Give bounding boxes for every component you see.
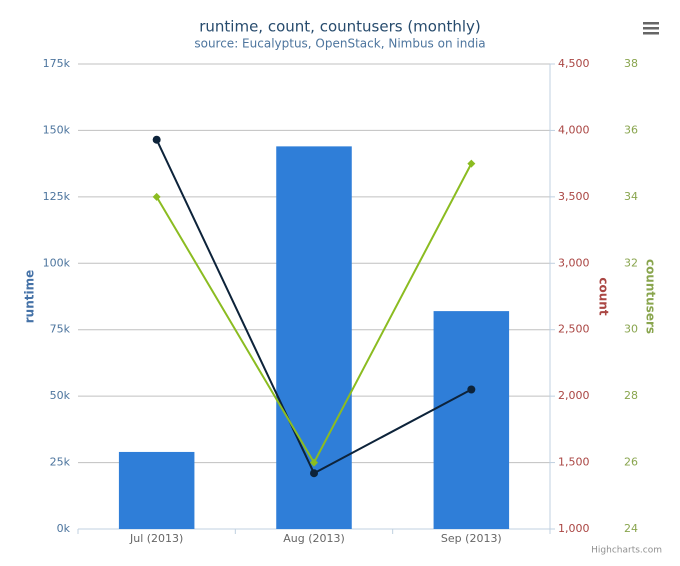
marker	[467, 385, 476, 394]
bar	[433, 311, 510, 529]
marker	[467, 159, 476, 168]
y3-tick-label: 24	[624, 522, 638, 535]
y3-tick-label: 32	[624, 256, 638, 269]
marker	[152, 135, 161, 144]
y2-tick-label: 2,000	[558, 389, 590, 402]
y3-axis-title: countusers	[644, 259, 658, 334]
marker	[310, 469, 318, 478]
y-tick-label: 75k	[50, 323, 71, 336]
y2-axis-title: count	[597, 277, 611, 315]
y2-tick-label: 1,500	[558, 456, 590, 469]
y-tick-label: 50k	[50, 389, 71, 402]
y-tick-label: 0k	[57, 522, 71, 535]
menu-bar[interactable]	[643, 32, 659, 35]
y-tick-label: 100k	[43, 256, 71, 269]
bar	[118, 451, 195, 529]
y2-tick-label: 2,500	[558, 323, 590, 336]
y3-tick-label: 28	[624, 389, 638, 402]
y3-tick-label: 38	[624, 57, 638, 70]
y-axis-title: runtime	[23, 270, 37, 324]
y2-tick-label: 3,500	[558, 190, 590, 203]
y3-tick-label: 34	[624, 190, 638, 203]
y-tick-label: 125k	[43, 190, 71, 203]
x-tick-label: Sep (2013)	[441, 532, 502, 545]
chart-title: runtime, count, countusers (monthly)	[199, 18, 481, 36]
menu-bar[interactable]	[643, 22, 659, 25]
y-tick-label: 25k	[50, 456, 71, 469]
y2-tick-label: 4,000	[558, 123, 590, 136]
y2-tick-label: 4,500	[558, 57, 590, 70]
marker	[310, 458, 318, 467]
chart-subtitle: source: Eucalyptus, OpenStack, Nimbus on…	[194, 37, 485, 51]
y-tick-label: 150k	[43, 123, 71, 136]
credits: Highcharts.com	[591, 546, 662, 556]
menu-bar[interactable]	[643, 27, 659, 30]
y3-tick-label: 36	[624, 123, 638, 136]
y2-tick-label: 1,000	[558, 522, 590, 535]
x-tick-label: Jul (2013)	[129, 532, 183, 545]
y-tick-label: 175k	[43, 57, 71, 70]
menu-button[interactable]	[636, 18, 666, 40]
x-tick-label: Aug (2013)	[283, 532, 345, 545]
marker	[152, 192, 161, 201]
y3-tick-label: 30	[624, 323, 638, 336]
y2-tick-label: 3,000	[558, 256, 590, 269]
y3-tick-label: 26	[624, 456, 638, 469]
